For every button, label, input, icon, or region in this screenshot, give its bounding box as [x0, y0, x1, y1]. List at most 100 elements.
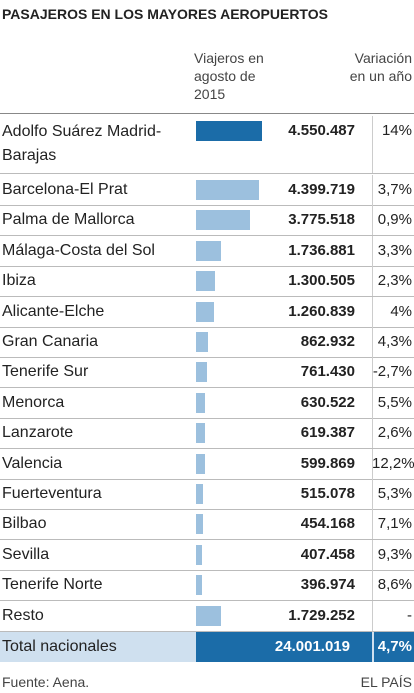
- bar: [196, 575, 202, 596]
- column-rule: [372, 509, 373, 540]
- variation-label: 5,3%: [377, 485, 412, 502]
- value-label: 3.775.518: [288, 211, 355, 229]
- value-label: 619.387: [300, 424, 355, 442]
- category-label: Menorca: [2, 393, 65, 411]
- category-label: Barcelona-El Prat: [2, 181, 128, 198]
- value-label: 515.078: [300, 485, 355, 502]
- value-label: 454.168: [300, 515, 355, 533]
- category-label: Ibiza: [2, 272, 36, 290]
- value-header: Viajeros en agosto de 2015: [194, 50, 264, 102]
- value-label: 396.974: [300, 576, 355, 594]
- value-label: 407.458: [300, 545, 355, 563]
- value-label: 761.430: [300, 363, 355, 381]
- category-label: Sevilla: [2, 545, 50, 563]
- value-label: 4.399.719: [288, 181, 355, 198]
- row-rule: [0, 173, 414, 174]
- row-rule: [0, 539, 414, 541]
- total-value-cell: [196, 632, 372, 662]
- row-rule: [0, 417, 414, 419]
- column-rule: [372, 116, 373, 173]
- variation-label: 3,7%: [377, 181, 412, 198]
- column-rule: [372, 266, 373, 297]
- column-rule: [372, 175, 373, 205]
- category-label: Fuerteventura: [2, 485, 102, 502]
- value-label: 599.869: [300, 454, 355, 472]
- variation-label: 14%: [381, 122, 412, 139]
- bar: [196, 180, 260, 200]
- value-label: 1.260.839: [288, 302, 355, 320]
- variation-label: -: [407, 606, 412, 624]
- row-rule: [0, 205, 414, 206]
- variation-label: 5,5%: [377, 393, 412, 411]
- category-label: Tenerife Norte: [2, 576, 103, 594]
- variation-label: 0,9%: [377, 211, 412, 229]
- category-label: Resto: [2, 606, 44, 624]
- bar: [196, 514, 203, 535]
- total-variation-cell: [374, 632, 414, 662]
- value-label: 630.522: [300, 393, 355, 411]
- column-rule: [372, 418, 373, 449]
- column-rule: [372, 205, 373, 236]
- column-rule: [372, 387, 373, 418]
- row-rule: [0, 448, 414, 450]
- column-rule: [372, 327, 373, 357]
- header-rule: [0, 113, 414, 114]
- variation-label: 4,3%: [377, 333, 412, 350]
- bar: [196, 423, 205, 444]
- total-value: 24.001.019: [274, 638, 350, 655]
- variation-label: 9,3%: [377, 545, 412, 563]
- bar: [196, 605, 221, 626]
- variation-label: 8,6%: [377, 576, 412, 594]
- row-rule: [0, 509, 414, 510]
- column-rule: [372, 539, 373, 570]
- variation-header: Variación en un año: [349, 50, 412, 84]
- row-rule: [0, 387, 414, 389]
- row-rule: [0, 296, 414, 298]
- row-rule: [0, 235, 414, 237]
- category-label: Alicante-Elche: [2, 302, 105, 320]
- category-label: Lanzarote: [2, 424, 74, 442]
- category-label: Tenerife Sur: [2, 363, 89, 381]
- value-label: 1.729.252: [288, 606, 355, 624]
- bar: [196, 544, 202, 565]
- column-rule: [372, 357, 373, 388]
- variation-label: 7,1%: [377, 515, 412, 533]
- category-label: Adolfo Suárez Madrid-Barajas: [2, 123, 162, 164]
- column-rule: [372, 296, 373, 327]
- row-rule: [0, 265, 414, 267]
- row-rule: [0, 569, 414, 571]
- row-rule: [0, 600, 414, 602]
- credit: EL PAÍS: [360, 674, 412, 690]
- title: PASAJEROS EN LOS MAYORES AEROPUERTOS: [2, 6, 328, 22]
- value-label: 4.550.487: [288, 122, 355, 139]
- variation-label: 4%: [390, 302, 412, 320]
- category-label: Palma de Mallorca: [2, 211, 135, 229]
- column-rule: [372, 570, 373, 601]
- bar: [196, 301, 215, 322]
- category-label: Málaga-Costa del Sol: [2, 241, 155, 259]
- row-rule: [0, 326, 414, 328]
- column-rule: [372, 235, 373, 266]
- value-label: 1.736.881: [288, 241, 355, 259]
- column-rule: [372, 448, 373, 479]
- variation-label: 2,3%: [377, 272, 412, 290]
- row-rule: [0, 478, 414, 480]
- row-rule: [0, 630, 414, 632]
- variation-label: -2,7%: [372, 363, 412, 381]
- total-variation: 4,7%: [377, 638, 412, 655]
- bar: [196, 121, 262, 141]
- variation-label: 3,3%: [377, 241, 412, 259]
- column-rule: [372, 600, 373, 631]
- bar: [196, 392, 206, 413]
- value-label: 862.932: [300, 333, 355, 350]
- value-label: 1.300.505: [288, 272, 355, 290]
- category-label: Gran Canaria: [2, 333, 99, 350]
- bar: [196, 332, 209, 352]
- source: Fuente: Aena.: [2, 674, 90, 690]
- variation-label: 12,2%: [372, 454, 414, 472]
- column-rule: [372, 479, 373, 509]
- bar: [196, 240, 221, 261]
- bar: [196, 271, 215, 292]
- row-rule: [0, 357, 414, 358]
